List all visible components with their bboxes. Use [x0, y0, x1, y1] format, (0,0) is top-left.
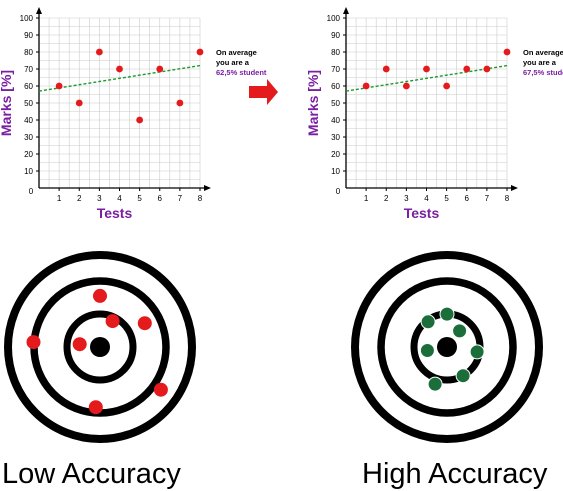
- scatter-chart-low-accuracy: 10 20 30 40 50 60 70 80 90 100 0 1 2 3 4 5 6 7 8 Tests Marks…: [0, 7, 267, 221]
- data-point: [402, 82, 410, 90]
- x-axis-title: Tests: [97, 205, 133, 221]
- x-tick-label: 8: [505, 194, 510, 203]
- hit-marker: [455, 368, 471, 384]
- data-point: [136, 116, 144, 124]
- x-tick-label: 3: [97, 194, 102, 203]
- x-tick-label: 2: [384, 194, 389, 203]
- annotation-line-1: On average: [523, 48, 563, 57]
- y-tick-label: 40: [331, 116, 340, 125]
- x-tick-label: 1: [57, 194, 62, 203]
- scatter-chart-high-accuracy: 10 20 30 40 50 60 70 80 90 100 0 1 2 3 4 5 6 7 8 Tests Marks…: [305, 7, 563, 221]
- x-tick-label: 6: [158, 194, 163, 203]
- hit-marker: [88, 400, 103, 415]
- x-tick-label: 1: [364, 194, 369, 203]
- data-point: [176, 99, 184, 107]
- target-low-accuracy: [4, 251, 196, 443]
- y-axis-title: Marks [%]: [305, 70, 321, 136]
- data-point: [362, 82, 370, 90]
- x-tick-label: 4: [424, 194, 429, 203]
- trend-line: [345, 64, 508, 92]
- data-point: [382, 65, 390, 73]
- data-point: [443, 82, 451, 90]
- y-tick-label: 20: [24, 150, 33, 159]
- y-tick-label: 90: [24, 31, 33, 40]
- x-tick-label: 3: [404, 194, 409, 203]
- y-tick-label: 40: [24, 116, 33, 125]
- x-axis-arrow-icon: [511, 185, 518, 191]
- y-tick-label: 100: [327, 14, 341, 23]
- bullseye: [437, 337, 457, 357]
- y-tick-label: 70: [24, 65, 33, 74]
- y-axis-arrow-icon: [36, 7, 42, 14]
- hit-marker: [452, 323, 468, 339]
- data-point: [503, 48, 511, 56]
- x-tick-label: 8: [198, 194, 203, 203]
- hit-marker: [419, 343, 435, 358]
- hit-marker: [469, 344, 485, 360]
- origin-label: 0: [29, 187, 34, 196]
- data-point: [156, 65, 164, 73]
- x-tick-label: 2: [77, 194, 82, 203]
- target-ring: [377, 277, 517, 417]
- y-tick-label: 100: [20, 14, 34, 23]
- x-tick-label: 7: [178, 194, 183, 203]
- y-tick-label: 10: [331, 167, 340, 176]
- annotation-line-2: you are a: [216, 58, 250, 67]
- y-tick-label: 70: [331, 65, 340, 74]
- y-tick-label: 60: [331, 82, 340, 91]
- data-point: [196, 48, 204, 56]
- y-tick-label: 30: [331, 133, 340, 142]
- target-ring: [63, 310, 137, 384]
- x-tick-label: 4: [117, 194, 122, 203]
- y-axis-title: Marks [%]: [0, 70, 14, 136]
- origin-label: 0: [336, 187, 341, 196]
- x-tick-label: 5: [444, 194, 449, 203]
- target-high-accuracy: [351, 251, 543, 443]
- trend-line: [38, 64, 201, 92]
- hit-marker: [72, 337, 87, 352]
- data-point: [483, 65, 491, 73]
- data-point: [55, 82, 63, 90]
- x-tick-label: 7: [485, 194, 490, 203]
- high-accuracy-label: High Accuracy: [362, 458, 548, 490]
- low-accuracy-label: Low Accuracy: [2, 458, 181, 490]
- y-tick-label: 80: [331, 48, 340, 57]
- y-tick-label: 60: [24, 82, 33, 91]
- y-tick-label: 30: [24, 133, 33, 142]
- hit-marker: [420, 314, 436, 330]
- y-tick-label: 50: [331, 99, 340, 108]
- hit-marker: [427, 376, 443, 392]
- hit-marker: [439, 306, 455, 322]
- data-point: [116, 65, 123, 73]
- y-tick-label: 20: [331, 150, 340, 159]
- target-ring: [4, 251, 196, 443]
- annotation-average-value: 67,5% student: [523, 68, 563, 77]
- x-axis-title: Tests: [404, 205, 440, 221]
- hit-marker: [137, 316, 152, 331]
- target-ring: [351, 251, 543, 443]
- y-tick-label: 80: [24, 48, 33, 57]
- hit-marker: [26, 335, 41, 350]
- hit-marker: [93, 288, 107, 303]
- y-tick-label: 10: [24, 167, 33, 176]
- data-point: [423, 65, 430, 73]
- annotation-line-1: On average: [216, 48, 257, 57]
- right-arrow-icon: [249, 79, 278, 105]
- x-tick-label: 6: [465, 194, 470, 203]
- hit-marker: [105, 314, 120, 329]
- y-axis-arrow-icon: [343, 7, 349, 14]
- x-tick-label: 5: [137, 194, 142, 203]
- data-point: [95, 48, 103, 56]
- x-axis-arrow-icon: [204, 185, 211, 191]
- y-tick-label: 90: [331, 31, 340, 40]
- hit-marker: [153, 382, 168, 397]
- bullseye: [90, 337, 110, 357]
- data-point: [75, 99, 83, 107]
- data-point: [463, 65, 471, 73]
- annotation-average-value: 62,5% student: [216, 68, 267, 77]
- annotation-line-2: you are a: [523, 58, 557, 67]
- y-tick-label: 50: [24, 99, 33, 108]
